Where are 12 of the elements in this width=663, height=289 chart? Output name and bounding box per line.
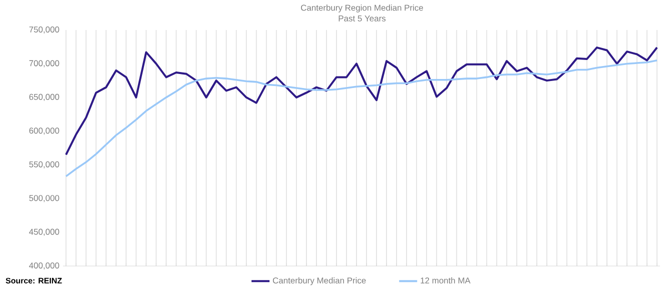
y-tick-label: 450,000 [29, 228, 60, 236]
y-tick-label: 700,000 [29, 60, 60, 68]
chart-subtitle: Past 5 Years [338, 16, 386, 22]
y-tick-label: 650,000 [29, 94, 60, 101]
legend-label: Canterbury Median Price [272, 277, 366, 286]
legend-label: 12 month MA [420, 277, 470, 284]
y-tick-label: 600,000 [29, 128, 60, 135]
y-tick-label: 500,000 [29, 195, 60, 202]
y-tick-label: 400,000 [29, 262, 60, 270]
chart-title: Canterbury Region Median Price [301, 4, 424, 12]
y-tick-label: 550,000 [29, 161, 60, 168]
y-tick-label: 750,000 [29, 26, 60, 34]
